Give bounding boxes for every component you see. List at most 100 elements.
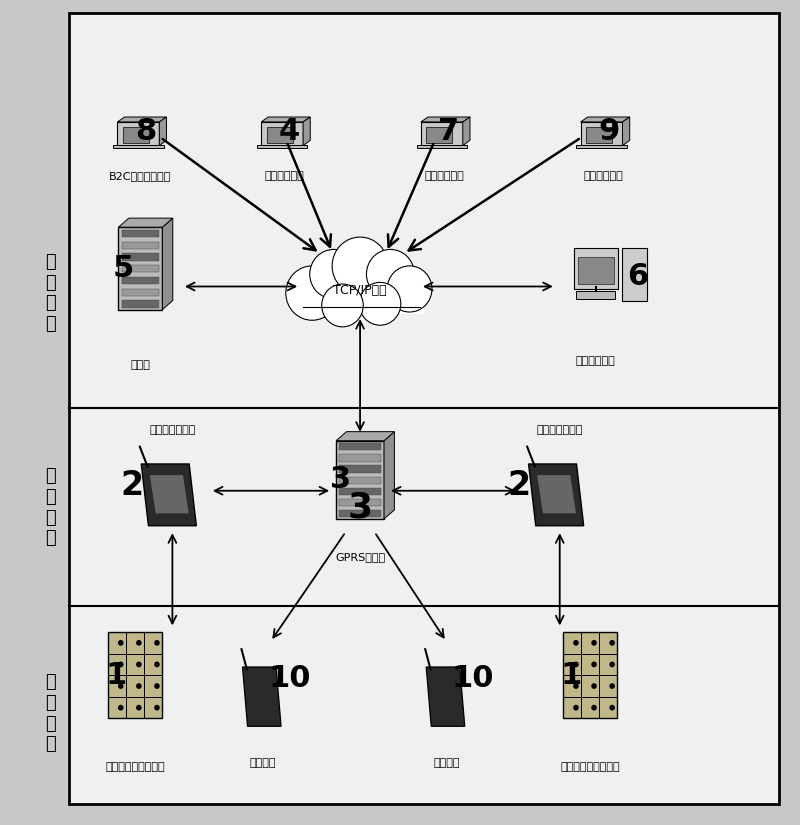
Text: 1: 1 — [560, 661, 582, 690]
Polygon shape — [142, 464, 196, 526]
Circle shape — [366, 249, 414, 299]
Text: 10: 10 — [452, 664, 494, 693]
Text: 后
台
管
理: 后 台 管 理 — [45, 253, 55, 333]
FancyBboxPatch shape — [122, 242, 159, 249]
FancyBboxPatch shape — [257, 145, 307, 148]
Text: 客户服务中心: 客户服务中心 — [576, 356, 615, 366]
Polygon shape — [118, 117, 166, 122]
Circle shape — [591, 705, 597, 710]
Text: 后台管理系统: 后台管理系统 — [584, 171, 623, 182]
FancyBboxPatch shape — [581, 122, 622, 146]
Circle shape — [610, 640, 615, 646]
Circle shape — [118, 662, 123, 667]
Text: 6: 6 — [627, 262, 648, 291]
Text: 5: 5 — [113, 254, 134, 283]
Text: 3: 3 — [347, 490, 373, 524]
FancyBboxPatch shape — [118, 227, 162, 309]
Circle shape — [118, 640, 123, 646]
FancyBboxPatch shape — [576, 290, 615, 299]
Text: 服务器: 服务器 — [130, 360, 150, 370]
Circle shape — [310, 249, 358, 299]
Text: 2: 2 — [120, 469, 143, 502]
FancyBboxPatch shape — [122, 253, 159, 261]
FancyBboxPatch shape — [339, 455, 381, 462]
FancyBboxPatch shape — [122, 277, 159, 285]
Text: 移动信号接收器: 移动信号接收器 — [150, 425, 195, 435]
Polygon shape — [162, 218, 173, 309]
FancyBboxPatch shape — [261, 122, 303, 146]
Polygon shape — [421, 117, 470, 122]
FancyBboxPatch shape — [122, 265, 159, 272]
Polygon shape — [622, 117, 630, 146]
Circle shape — [136, 662, 142, 667]
Polygon shape — [426, 667, 465, 726]
FancyBboxPatch shape — [339, 477, 381, 484]
Circle shape — [610, 683, 615, 689]
Circle shape — [591, 662, 597, 667]
Circle shape — [154, 683, 160, 689]
Circle shape — [154, 640, 160, 646]
Polygon shape — [118, 218, 173, 227]
Text: 物流配送系统: 物流配送系统 — [264, 171, 304, 182]
FancyBboxPatch shape — [339, 488, 381, 495]
Polygon shape — [150, 475, 189, 513]
Text: 移动信号接收器: 移动信号接收器 — [537, 425, 583, 435]
Text: 客户手机: 客户手机 — [250, 758, 276, 768]
FancyBboxPatch shape — [113, 145, 163, 148]
Polygon shape — [242, 667, 281, 726]
Polygon shape — [159, 117, 166, 146]
Text: 货
物
投
递: 货 物 投 递 — [45, 673, 55, 753]
Polygon shape — [261, 117, 310, 122]
Text: GPRS服务器: GPRS服务器 — [335, 553, 385, 563]
FancyBboxPatch shape — [586, 127, 612, 143]
Polygon shape — [384, 431, 394, 519]
Text: 物流终端配送储物柜: 物流终端配送储物柜 — [560, 761, 620, 771]
FancyBboxPatch shape — [421, 122, 462, 146]
Circle shape — [136, 683, 142, 689]
Circle shape — [591, 683, 597, 689]
Circle shape — [591, 640, 597, 646]
FancyBboxPatch shape — [122, 300, 159, 308]
FancyBboxPatch shape — [576, 145, 626, 148]
Circle shape — [387, 266, 432, 312]
Circle shape — [359, 282, 401, 325]
Polygon shape — [538, 475, 576, 513]
Circle shape — [573, 705, 578, 710]
FancyBboxPatch shape — [578, 257, 614, 284]
FancyBboxPatch shape — [336, 441, 384, 519]
FancyBboxPatch shape — [417, 145, 467, 148]
Text: 客户手机: 客户手机 — [433, 758, 459, 768]
Text: 信
息
采
集: 信 息 采 集 — [45, 467, 55, 548]
Circle shape — [573, 683, 578, 689]
Text: 物流终端配送储物柜: 物流终端配送储物柜 — [105, 761, 165, 771]
FancyBboxPatch shape — [266, 127, 293, 143]
Text: 10: 10 — [268, 664, 310, 693]
FancyBboxPatch shape — [122, 289, 159, 296]
Circle shape — [118, 705, 123, 710]
FancyBboxPatch shape — [108, 632, 162, 719]
FancyBboxPatch shape — [118, 122, 159, 146]
FancyBboxPatch shape — [574, 248, 618, 289]
Polygon shape — [303, 117, 310, 146]
FancyBboxPatch shape — [123, 127, 149, 143]
FancyBboxPatch shape — [339, 465, 381, 473]
FancyBboxPatch shape — [426, 127, 453, 143]
Polygon shape — [462, 117, 470, 146]
Circle shape — [610, 662, 615, 667]
Text: 7: 7 — [438, 117, 459, 146]
Text: 9: 9 — [598, 117, 619, 146]
Circle shape — [610, 705, 615, 710]
Circle shape — [154, 662, 160, 667]
Polygon shape — [336, 431, 394, 441]
Circle shape — [322, 284, 363, 327]
Text: 2: 2 — [507, 469, 530, 502]
Text: 3: 3 — [330, 465, 351, 494]
Text: 4: 4 — [278, 117, 300, 146]
Text: 8: 8 — [135, 117, 156, 146]
Text: TCP/IP网络: TCP/IP网络 — [334, 284, 387, 297]
Circle shape — [136, 640, 142, 646]
FancyBboxPatch shape — [300, 280, 424, 314]
Text: B2C电子商务平台: B2C电子商务平台 — [110, 171, 171, 182]
Circle shape — [118, 683, 123, 689]
FancyBboxPatch shape — [563, 632, 618, 719]
